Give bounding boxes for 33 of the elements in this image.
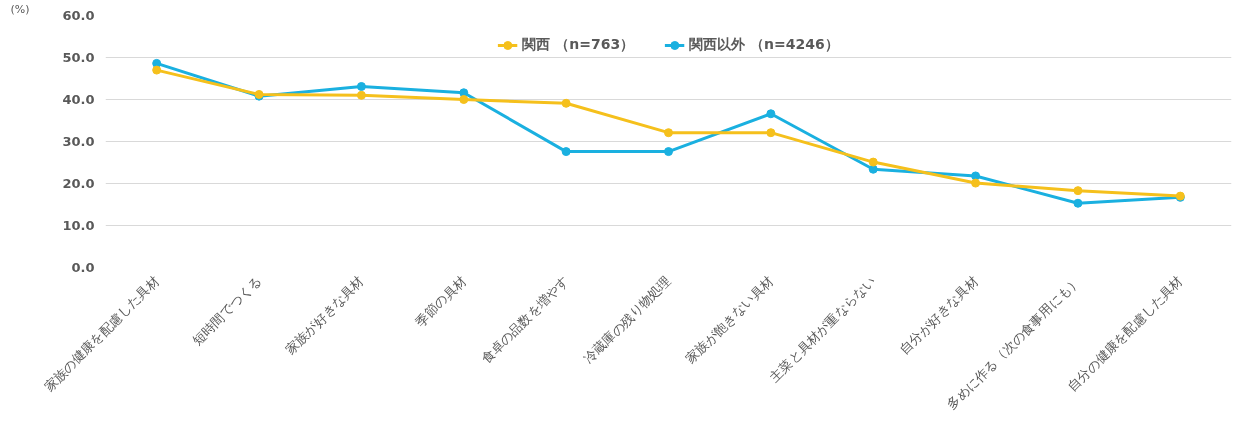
y-tick-label: 0.0 — [71, 260, 95, 275]
x-tick-label: 自分が好きな具材 — [896, 273, 981, 358]
point — [971, 178, 981, 188]
legend-label: 関西 （n=763） — [522, 36, 635, 54]
point — [971, 171, 981, 181]
y-axis-title: (%) — [10, 2, 30, 16]
y-tick-label: 20.0 — [62, 176, 95, 191]
x-tick-label: 食卓の品数を増やす — [478, 273, 572, 367]
point — [459, 95, 469, 104]
x-tick-label: 家族が飽きない具材 — [682, 273, 777, 367]
point — [561, 147, 571, 157]
y-tick-label: 50.0 — [62, 50, 95, 65]
point — [664, 128, 673, 138]
point — [561, 98, 571, 108]
y-tick-label: 60.0 — [62, 8, 95, 23]
point — [1073, 186, 1083, 196]
y-tick-label: 30.0 — [62, 134, 95, 149]
point — [766, 128, 776, 138]
y-tick-label: 40.0 — [62, 92, 95, 107]
point — [1073, 198, 1083, 208]
x-tick-label: 短時間でつくる — [189, 273, 265, 349]
x-tick-label: 冷蔵庫の残り物処理 — [580, 273, 674, 367]
x-tick-label: 家族の健康を配慮した具材 — [41, 273, 162, 395]
point — [868, 157, 878, 167]
point — [356, 90, 366, 100]
legend-label: 関西以外 （n=4246） — [689, 36, 839, 54]
x-tick-label: 家族が好きな具材 — [282, 273, 367, 358]
y-tick-label: 10.0 — [62, 218, 95, 233]
x-tick-label: 季節の具材 — [412, 273, 470, 330]
point — [664, 147, 673, 157]
point — [356, 81, 366, 91]
point — [766, 109, 776, 119]
point — [152, 65, 162, 75]
